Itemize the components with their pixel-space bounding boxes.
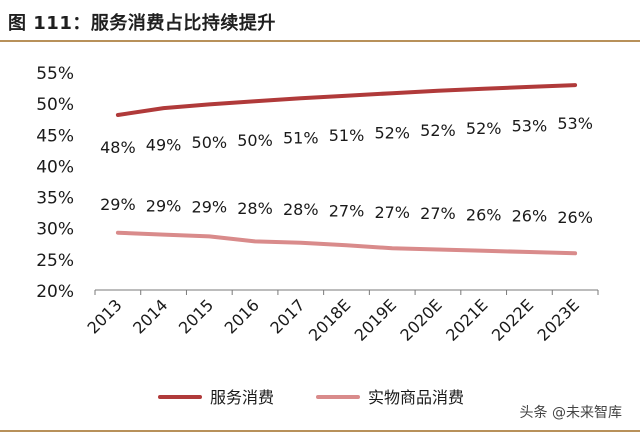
data-label: 52% xyxy=(374,124,410,143)
y-tick-label: 50% xyxy=(36,95,74,115)
y-tick-label: 20% xyxy=(36,282,74,302)
data-label: 27% xyxy=(420,204,456,223)
x-tick-label: 2017 xyxy=(266,295,308,337)
y-tick-label: 40% xyxy=(36,157,74,177)
x-tick-label: 2022E xyxy=(488,295,537,344)
x-tick-label: 2019E xyxy=(351,295,400,344)
data-label: 29% xyxy=(192,198,228,217)
x-tick-label: 2023E xyxy=(534,295,583,344)
data-label: 53% xyxy=(512,116,548,135)
y-tick-label: 45% xyxy=(36,126,74,146)
data-label: 48% xyxy=(100,138,136,157)
data-label: 52% xyxy=(466,119,502,138)
legend-label: 服务消费 xyxy=(210,388,274,407)
data-label: 52% xyxy=(420,121,456,140)
data-label: 51% xyxy=(329,126,365,145)
series-line-1 xyxy=(115,83,578,117)
data-label: 27% xyxy=(329,202,365,221)
y-axis-tick-labels: 20% 25% 30% 35% 40% 45% 50% 55% xyxy=(36,64,74,302)
footer-divider xyxy=(0,430,640,432)
x-tick-label: 2014 xyxy=(129,295,171,337)
y-tick-label: 30% xyxy=(36,220,74,240)
x-axis-ticks xyxy=(94,290,599,295)
data-label: 26% xyxy=(557,208,593,227)
legend: 服务消费 实物商品消费 xyxy=(158,388,464,407)
data-label: 29% xyxy=(146,196,182,215)
data-label: 29% xyxy=(100,195,136,214)
series-line-2 xyxy=(115,230,578,256)
data-label: 27% xyxy=(374,203,410,222)
x-tick-label: 2015 xyxy=(175,295,217,337)
data-label: 50% xyxy=(192,133,228,152)
watermark: 头条 @未来智库 xyxy=(519,405,622,421)
data-labels: 48% 49% 50% 50% 51% 51% 52% 52% 52% 53% 53% 29% 29% 2… xyxy=(100,114,593,227)
data-label: 50% xyxy=(237,131,273,150)
legend-label: 实物商品消费 xyxy=(368,388,464,407)
y-tick-label: 25% xyxy=(36,251,74,271)
title-divider xyxy=(0,40,640,42)
series-lines xyxy=(115,83,578,256)
data-label: 28% xyxy=(237,199,273,218)
data-label: 49% xyxy=(146,136,182,155)
data-label: 26% xyxy=(466,205,502,224)
page-title: 图 111：服务消费占比持续提升 xyxy=(8,13,276,34)
x-tick-label: 2021E xyxy=(442,295,491,344)
y-tick-label: 55% xyxy=(36,64,74,84)
data-label: 51% xyxy=(283,128,319,147)
x-tick-label: 2020E xyxy=(396,295,445,344)
data-label: 28% xyxy=(283,200,319,219)
x-tick-label: 2018E xyxy=(305,295,354,344)
x-tick-label: 2013 xyxy=(83,295,125,337)
x-axis-tick-labels: 2013 2014 2015 2016 20172018E2019E2020E2021E… xyxy=(83,295,583,344)
data-label: 26% xyxy=(512,207,548,226)
y-tick-label: 35% xyxy=(36,189,74,209)
x-tick-label: 2016 xyxy=(221,295,263,337)
data-label: 53% xyxy=(557,114,593,133)
